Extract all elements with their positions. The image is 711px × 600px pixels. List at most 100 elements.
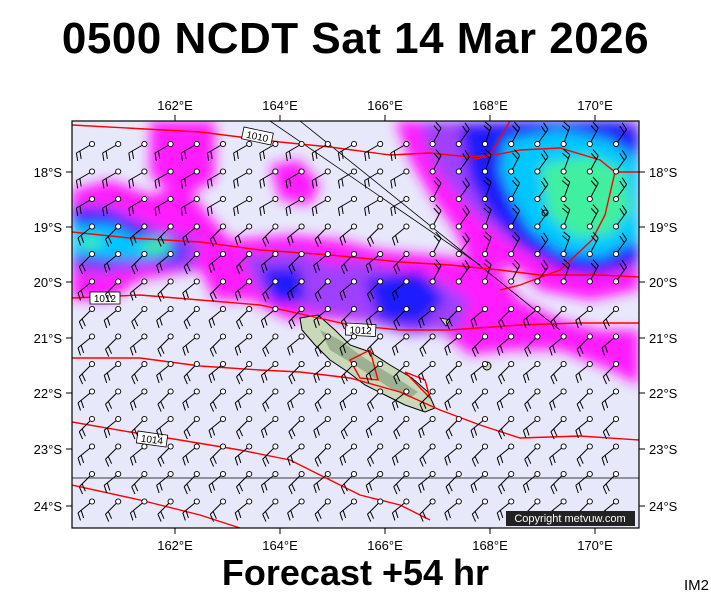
wind-barb [498, 360, 515, 385]
wind-barb [445, 305, 462, 330]
wind-barb [78, 415, 96, 440]
wind-barb [234, 388, 253, 411]
wind-barb [429, 204, 442, 230]
wind-barb [586, 204, 599, 230]
wind-barb [105, 388, 122, 412]
wind-barb [131, 360, 148, 385]
wind-barb [550, 360, 567, 385]
wind-barb [419, 443, 436, 467]
wind-barb [391, 223, 410, 246]
wind-barb [314, 443, 331, 467]
wind-barb [75, 168, 96, 189]
wind-barb [393, 305, 410, 330]
wind-barb [340, 360, 358, 385]
wind-barb [560, 148, 571, 175]
wind-barb [260, 305, 279, 329]
lon-label-top: 168°E [472, 98, 508, 113]
wind-barbs [75, 121, 627, 522]
wind-barb [157, 278, 174, 302]
rain-shading [72, 121, 639, 385]
wind-barb [575, 305, 593, 329]
wind-barb [364, 195, 384, 216]
wind-barb [339, 278, 358, 301]
wind-barb [496, 333, 515, 356]
wind-barb [586, 231, 599, 258]
map-title: 0500 NCDT Sat 14 Mar 2026 [61, 14, 650, 63]
wind-barb [234, 333, 253, 356]
wind-barb [455, 149, 470, 175]
wind-barb [418, 360, 436, 384]
wind-barb [288, 415, 305, 440]
wind-barb [157, 388, 174, 412]
wind-barb [391, 443, 410, 466]
wind-barb [102, 168, 122, 189]
wind-barb [481, 203, 492, 230]
isobar-label-1010: 1010 [241, 126, 274, 146]
wind-barb [157, 223, 174, 247]
copyright-text: Copyright metvuw.com [514, 513, 625, 525]
wind-barb [444, 388, 462, 411]
wind-barb [236, 470, 253, 495]
wind-barb [508, 149, 521, 175]
lat-label-right: 23°S [649, 442, 678, 457]
wind-barb [367, 333, 384, 357]
wind-barb [602, 360, 620, 385]
wind-barb [601, 333, 620, 356]
wind-barb [180, 195, 200, 216]
wind-barb [105, 223, 122, 247]
wind-barb [393, 415, 410, 440]
wind-barb [78, 250, 96, 275]
wind-barb [522, 415, 541, 439]
wind-barb [393, 250, 410, 275]
wind-barb [390, 168, 410, 189]
wind-barb [471, 388, 489, 412]
wind-barb [367, 223, 384, 247]
wind-barb [78, 305, 96, 330]
wind-barb [105, 443, 122, 467]
wind-barb [206, 195, 227, 216]
wind-barb [524, 333, 541, 357]
wind-barb [236, 360, 253, 385]
wind-barb [393, 360, 410, 385]
wind-barb [156, 360, 174, 384]
wind-barb [103, 250, 122, 274]
lat-label-right: 20°S [649, 275, 678, 290]
wind-barb [129, 333, 148, 356]
wind-barb [470, 360, 489, 384]
isobar-line [499, 171, 616, 291]
isobar-line [72, 231, 639, 278]
wind-barb [550, 470, 567, 495]
lon-label-top: 170°E [577, 98, 613, 113]
wind-barb [365, 415, 384, 439]
wind-barb [183, 360, 200, 385]
wind-barb [234, 278, 253, 301]
wind-barb [209, 388, 227, 412]
wind-barb [182, 443, 200, 466]
wind-barb [157, 498, 174, 522]
wind-barb [314, 498, 331, 522]
wind-barb [601, 443, 620, 466]
wind-barb [129, 388, 148, 411]
wind-barb [129, 443, 148, 466]
wind-barb [156, 415, 174, 439]
wind-barb [534, 232, 549, 258]
wind-barb [340, 470, 358, 495]
wind-barb [339, 333, 358, 356]
wind-barb [78, 470, 96, 495]
wind-barb [367, 443, 384, 467]
wind-barb [102, 195, 122, 216]
wind-barb [391, 333, 410, 356]
wind-barb [260, 415, 279, 439]
isobar-line [349, 348, 379, 381]
wind-barb [418, 305, 436, 329]
wind-barb [602, 415, 620, 440]
wind-barb [496, 443, 515, 466]
wind-barb [575, 415, 593, 439]
wind-barb [418, 470, 436, 494]
wind-barb [444, 443, 462, 466]
wind-barb [455, 122, 470, 148]
wind-barb [337, 195, 358, 216]
wind-barb [262, 498, 279, 522]
wind-barb [550, 415, 567, 440]
wind-barb [522, 305, 541, 329]
